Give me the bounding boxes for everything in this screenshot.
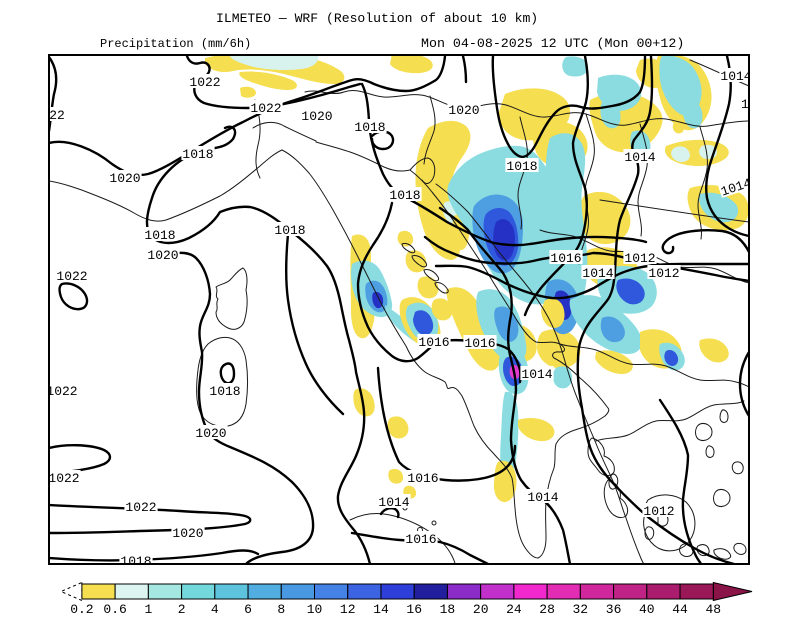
- svg-text:1022: 1022: [125, 500, 156, 515]
- svg-text:1016: 1016: [405, 532, 436, 547]
- svg-text:2: 2: [178, 602, 186, 617]
- svg-text:Precipitation (mm/6h): Precipitation (mm/6h): [100, 37, 251, 51]
- svg-text:1022: 1022: [48, 471, 79, 486]
- svg-text:1014: 1014: [624, 150, 655, 165]
- svg-text:1016: 1016: [464, 336, 495, 351]
- svg-text:1022: 1022: [46, 384, 77, 399]
- svg-text:1020: 1020: [147, 248, 178, 263]
- svg-text:1018: 1018: [506, 159, 537, 174]
- svg-text:44: 44: [672, 602, 688, 617]
- svg-text:1022: 1022: [250, 101, 281, 116]
- svg-text:4: 4: [211, 602, 219, 617]
- svg-text:1022: 1022: [189, 75, 220, 90]
- svg-text:1014: 1014: [521, 367, 552, 382]
- svg-text:28: 28: [539, 602, 555, 617]
- svg-text:16: 16: [406, 602, 422, 617]
- svg-text:1020: 1020: [172, 526, 203, 541]
- svg-text:1020: 1020: [109, 171, 140, 186]
- svg-text:1018: 1018: [182, 147, 213, 162]
- svg-text:1018: 1018: [389, 188, 420, 203]
- svg-text:1014: 1014: [582, 266, 613, 281]
- svg-text:1012: 1012: [643, 504, 674, 519]
- svg-text:1018: 1018: [354, 120, 385, 135]
- svg-text:1018: 1018: [209, 384, 240, 399]
- svg-text:1018: 1018: [120, 554, 151, 569]
- svg-text:ILMETEO — WRF (Resolution of a: ILMETEO — WRF (Resolution of about 10 km…: [216, 11, 538, 26]
- svg-text:8: 8: [277, 602, 285, 617]
- svg-text:1018: 1018: [274, 223, 305, 238]
- svg-text:1020: 1020: [195, 426, 226, 441]
- svg-text:Mon 04-08-2025 12 UTC (Mon 00+: Mon 04-08-2025 12 UTC (Mon 00+12): [421, 36, 684, 51]
- svg-text:1016: 1016: [550, 251, 581, 266]
- svg-text:1014: 1014: [378, 495, 409, 510]
- svg-text:36: 36: [606, 602, 622, 617]
- svg-text:32: 32: [573, 602, 589, 617]
- svg-text:12: 12: [340, 602, 356, 617]
- svg-text:48: 48: [706, 602, 722, 617]
- svg-text:20: 20: [473, 602, 489, 617]
- svg-text:1018: 1018: [144, 228, 175, 243]
- svg-text:1016: 1016: [418, 335, 449, 350]
- svg-text:1014: 1014: [527, 490, 558, 505]
- svg-text:1016: 1016: [407, 471, 438, 486]
- svg-text:1: 1: [741, 97, 749, 112]
- svg-text:1020: 1020: [448, 103, 479, 118]
- svg-text:0.2: 0.2: [70, 602, 93, 617]
- svg-text:6: 6: [244, 602, 252, 617]
- svg-text:1022: 1022: [56, 269, 87, 284]
- svg-text:10: 10: [307, 602, 323, 617]
- svg-text:22: 22: [49, 108, 65, 123]
- svg-text:1012: 1012: [624, 251, 655, 266]
- svg-text:14: 14: [373, 602, 389, 617]
- svg-text:0.6: 0.6: [103, 602, 126, 617]
- svg-text:1020: 1020: [301, 109, 332, 124]
- svg-text:1014: 1014: [720, 69, 751, 84]
- svg-text:1: 1: [145, 602, 153, 617]
- svg-text:24: 24: [506, 602, 522, 617]
- svg-text:1012: 1012: [648, 266, 679, 281]
- svg-text:40: 40: [639, 602, 655, 617]
- svg-text:18: 18: [440, 602, 456, 617]
